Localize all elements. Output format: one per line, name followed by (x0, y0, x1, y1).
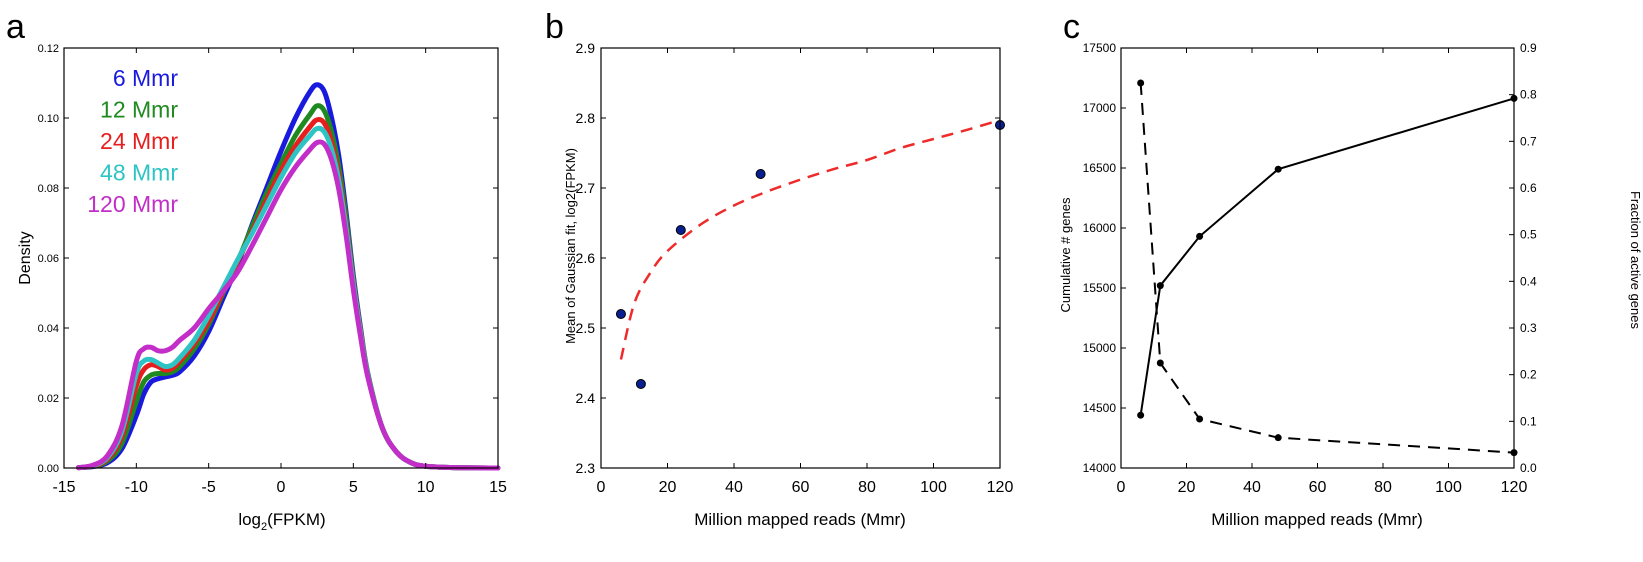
panel-b-letter: b (545, 8, 564, 46)
y-tick-label: 0.00 (38, 463, 59, 475)
panel-a-letter: a (6, 8, 25, 46)
x-tick-label: -5 (202, 479, 216, 496)
x-tick-label: 60 (792, 479, 810, 496)
y-tick-label: 2.4 (576, 390, 596, 406)
x-tick-label: 80 (858, 479, 876, 496)
x-tick-label: 10 (417, 479, 435, 496)
y-tick-label-right: 0.8 (1520, 88, 1537, 102)
y-tick-label-right: 0.1 (1520, 414, 1537, 428)
panel-a-plot-area: 6 Mmr 12 Mmr 24 Mmr 48 Mmr 120 Mmr -15 -10 -5 0 5… (38, 43, 507, 496)
data-point (635, 379, 646, 389)
x-tick-label: 0 (597, 479, 606, 496)
x-tick-label: 20 (659, 479, 677, 496)
panel-b: b 0 20 40 60 80 100 120 2.3 2.4 2.5 2.6 2.7 2.8 2.9 M… (545, 8, 1013, 529)
y-tick-label-right: 0.0 (1520, 461, 1537, 475)
x-tick-label: 100 (1435, 479, 1462, 496)
x-tick-label: 60 (1309, 479, 1327, 496)
legend-entry: 24 Mmr (100, 128, 178, 154)
legend-entry: 48 Mmr (100, 160, 178, 186)
y-tick-label-left: 14500 (1083, 401, 1117, 415)
panel-c-plot-area: 0 20 40 60 80 100 120 14000 14500 15000 15500 16000… (1083, 41, 1537, 496)
panel-c-letter: c (1063, 8, 1080, 46)
panel-b-xlabel: Million mapped reads (Mmr) (694, 510, 906, 529)
x-tick-label: 15 (489, 479, 507, 496)
panel-a-xlabel: log2(FPKM) (238, 510, 325, 533)
y-tick-label-left: 14000 (1083, 461, 1117, 475)
marker-cumulative-genes (1137, 411, 1145, 419)
y-tick-label: 0.04 (38, 323, 59, 335)
marker-fraction-of-active-genes (1274, 434, 1282, 442)
panel-a-ylabel: Density (17, 231, 34, 284)
y-tick-label-left: 17500 (1083, 41, 1117, 55)
panel-c-ylabel-left: Cumulative # genes (1058, 197, 1073, 312)
y-tick-label-left: 16000 (1083, 221, 1117, 235)
gaussian-fit-curve (619, 118, 1001, 360)
x-tick-label: 5 (349, 479, 358, 496)
marker-fraction-of-active-genes (1196, 415, 1204, 423)
legend-entry: 12 Mmr (100, 97, 178, 123)
y-tick-label-right: 0.7 (1520, 134, 1537, 148)
panel-c-frame (1120, 47, 1515, 469)
panel-c-xlabel: Million mapped reads (Mmr) (1211, 510, 1423, 529)
x-tick-label: 0 (277, 479, 286, 496)
marker-fraction-of-active-genes (1137, 79, 1145, 87)
data-point (755, 169, 766, 179)
data-point (615, 309, 626, 319)
y-tick-label-right: 0.3 (1520, 321, 1537, 335)
density-curve-120-mmr (75, 139, 501, 471)
marker-fraction-of-active-genes (1156, 359, 1164, 367)
x-tick-label: 0 (1117, 479, 1126, 496)
x-tick-label: -10 (125, 479, 148, 496)
data-point (675, 225, 686, 235)
x-tick-label: 80 (1374, 479, 1392, 496)
y-tick-label: 2.8 (576, 110, 596, 126)
marker-cumulative-genes (1196, 232, 1204, 240)
legend-entry: 6 Mmr (113, 65, 179, 91)
y-tick-label: 2.9 (576, 40, 596, 56)
line-fraction-of-active-genes (1139, 82, 1515, 454)
x-tick-label: 100 (920, 479, 947, 496)
y-tick-label-left: 17000 (1083, 101, 1117, 115)
x-tick-label: 40 (1243, 479, 1261, 496)
x-tick-label: -15 (52, 479, 75, 496)
y-tick-label: 0.10 (38, 113, 59, 125)
x-tick-label: 120 (987, 479, 1014, 496)
y-tick-label-left: 15500 (1083, 281, 1117, 295)
y-tick-label-right: 0.2 (1520, 368, 1537, 382)
panel-c-ylabel-right: Fraction of active genes (1628, 191, 1643, 330)
y-tick-label: 2.3 (576, 460, 596, 476)
y-tick-label: 0.08 (38, 183, 59, 195)
x-tick-label: 20 (1178, 479, 1196, 496)
y-tick-label-left: 16500 (1083, 161, 1117, 175)
panel-b-ylabel: Mean of Gaussian fit, log2(FPKM) (563, 148, 578, 344)
y-tick-label-right: 0.4 (1520, 274, 1537, 288)
y-tick-label-left: 15000 (1083, 341, 1117, 355)
y-tick-label: 0.12 (38, 43, 59, 55)
y-tick-label: 0.06 (38, 253, 59, 265)
x-tick-label: 40 (725, 479, 743, 496)
y-tick-label: 2.5 (576, 320, 596, 336)
y-tick-label-right: 0.9 (1520, 41, 1537, 55)
line-cumulative-genes (1139, 97, 1515, 416)
marker-cumulative-genes (1274, 165, 1282, 173)
y-tick-label: 2.7 (576, 180, 596, 196)
y-tick-label-right: 0.6 (1520, 181, 1537, 195)
x-tick-label: 120 (1501, 479, 1528, 496)
y-tick-label-right: 0.5 (1520, 228, 1537, 242)
panel-c: c 0 20 40 60 80 100 120 14000 14500 15000 15500 160… (1058, 8, 1643, 529)
legend-entry: 120 Mmr (87, 191, 178, 217)
y-tick-label: 0.02 (38, 393, 59, 405)
panel-b-plot-area: 0 20 40 60 80 100 120 2.3 2.4 2.5 2.6 2.7 2.8 2.9 (576, 40, 1014, 496)
panel-a: a 6 Mmr 12 Mmr 24 Mmr 48 Mmr 120 Mmr -15 -10 -5… (6, 8, 507, 533)
y-tick-label: 2.6 (576, 250, 596, 266)
marker-cumulative-genes (1156, 282, 1164, 290)
